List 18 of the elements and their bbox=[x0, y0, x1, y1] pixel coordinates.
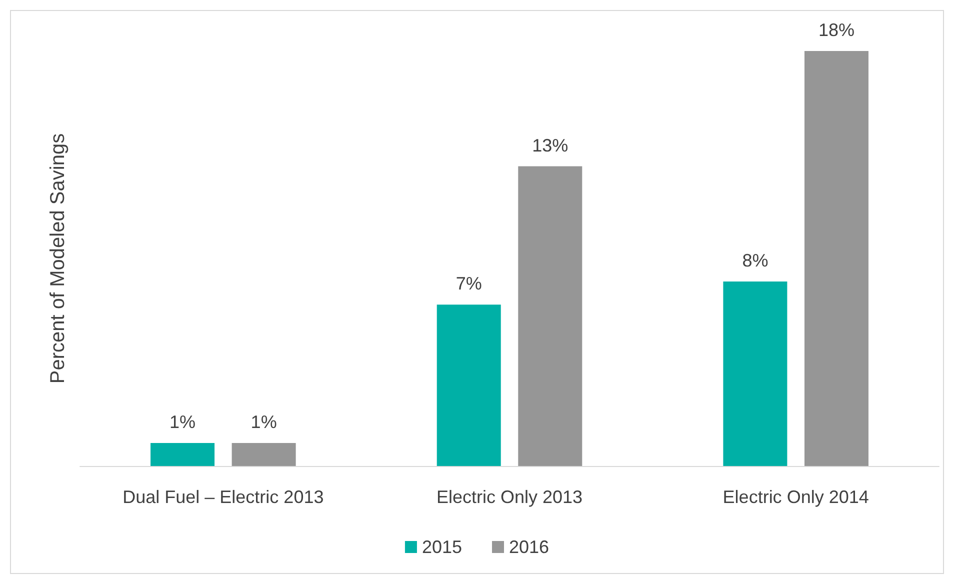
data-label: 1% bbox=[170, 412, 196, 432]
data-label: 7% bbox=[456, 274, 482, 294]
data-label: 8% bbox=[742, 250, 768, 271]
bar bbox=[232, 442, 296, 466]
x-tick-label: Electric Only 2014 bbox=[722, 487, 869, 507]
data-label: 18% bbox=[818, 20, 854, 40]
bar bbox=[436, 304, 501, 466]
x-tick-label: Electric Only 2013 bbox=[436, 487, 583, 507]
bar bbox=[518, 166, 582, 466]
legend-label: 2016 bbox=[509, 537, 550, 557]
bar bbox=[150, 442, 215, 466]
x-tick-label: Dual Fuel – Electric 2013 bbox=[122, 487, 324, 507]
data-label: 13% bbox=[532, 135, 568, 156]
y-axis-title: Percent of Modeled Savings bbox=[47, 133, 69, 384]
legend-label: 2015 bbox=[422, 537, 462, 557]
bar bbox=[723, 282, 788, 466]
data-label: 1% bbox=[250, 412, 277, 432]
bar bbox=[804, 51, 868, 466]
